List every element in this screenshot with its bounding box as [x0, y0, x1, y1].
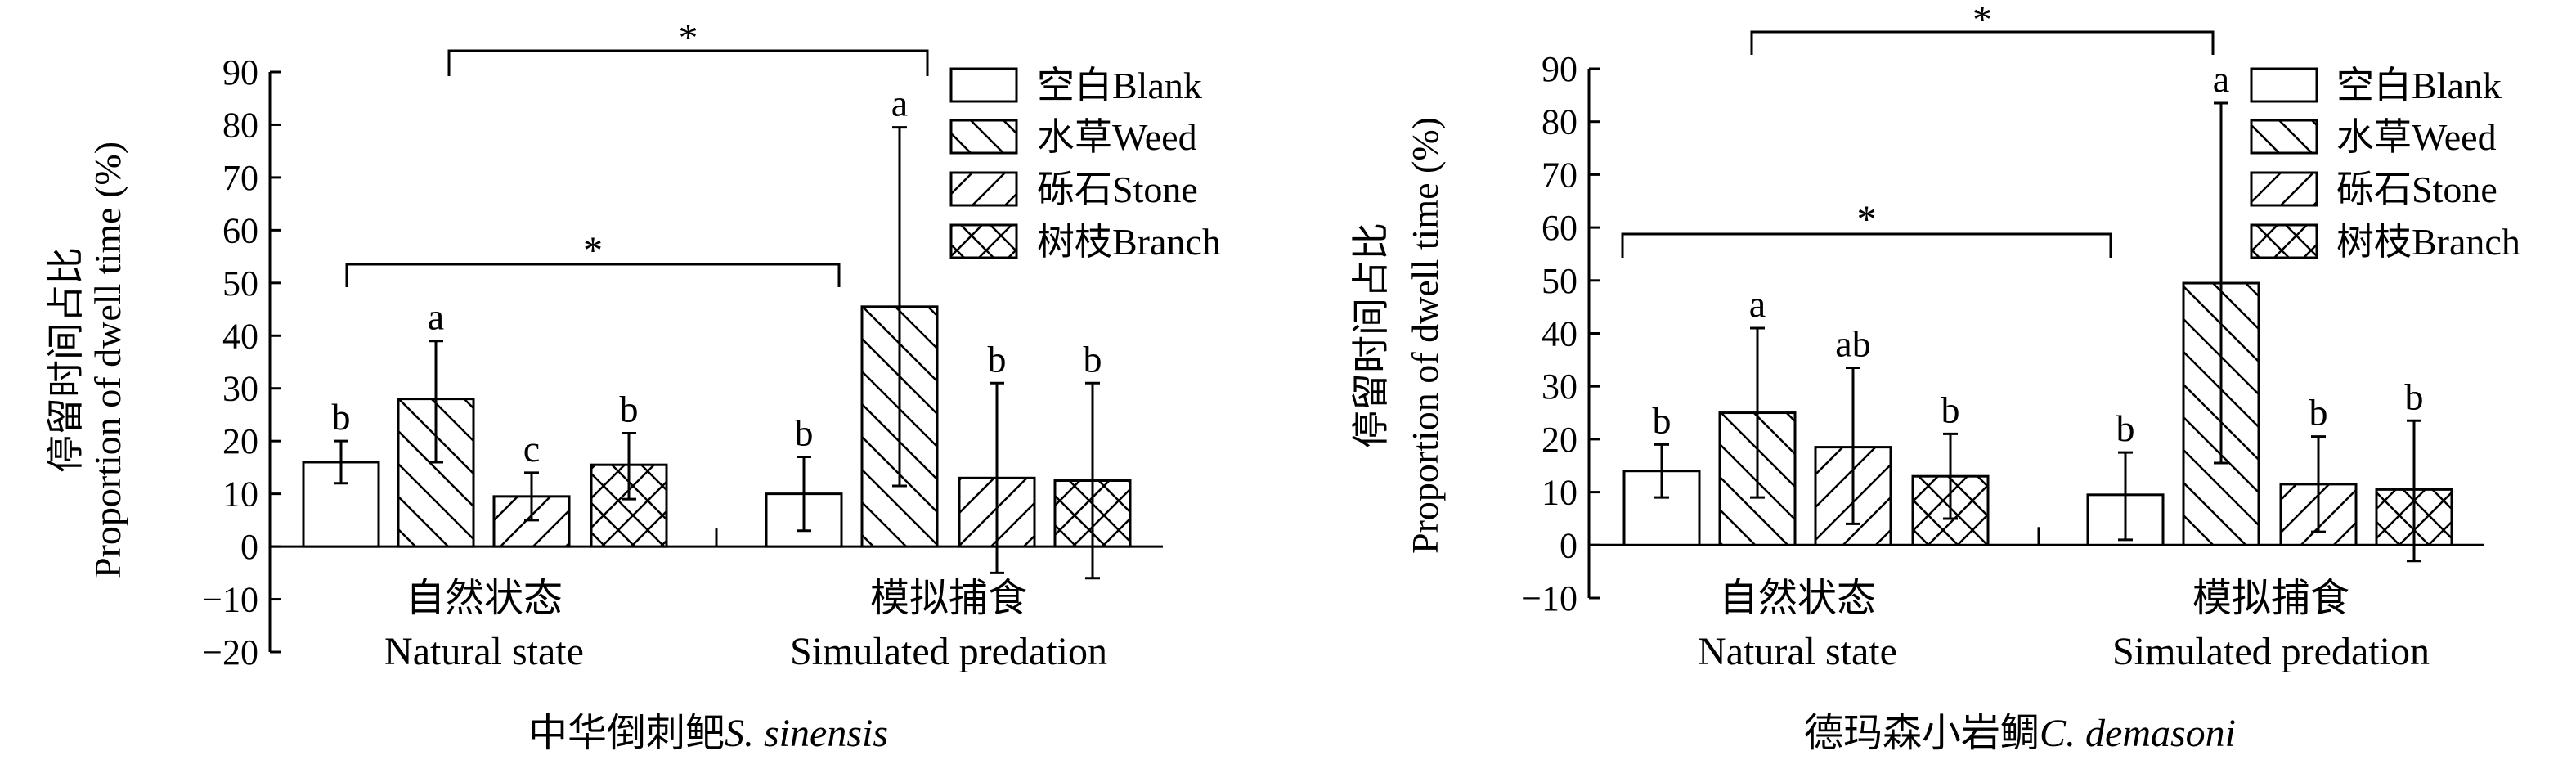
legend-label: 空白Blank — [2336, 65, 2502, 106]
legend-swatch-forward-diagonal — [949, 171, 1018, 207]
significance-letter: b — [1941, 389, 1960, 430]
significance-star: * — [1857, 198, 1877, 241]
category-label-cn: 自然状态 — [406, 577, 563, 620]
legend-label: 砾石Stone — [2336, 169, 2497, 210]
y-tick-label: 50 — [1542, 261, 1577, 301]
y-tick-label: 70 — [1542, 155, 1577, 195]
y-tick-label: 10 — [1542, 473, 1577, 513]
legend-label: 水草Weed — [1037, 116, 1197, 158]
y-tick-label: −10 — [1521, 578, 1577, 618]
legend-label: 空白Blank — [1037, 65, 1202, 106]
y-tick-label: 90 — [222, 52, 258, 92]
significance-star: * — [1972, 0, 1992, 42]
y-tick-label: 0 — [240, 527, 258, 567]
category-label-cn: 自然状态 — [1719, 577, 1876, 620]
significance-letter: b — [988, 338, 1007, 380]
significance-letter: ab — [1835, 323, 1870, 365]
panel-title-cn: 中华倒刺鲃 — [528, 712, 725, 755]
y-axis-label: Proportion of dwell time (%) — [87, 142, 128, 578]
significance-letter: a — [2213, 58, 2229, 100]
panel-title-species: S. sinensis — [725, 712, 888, 755]
y-tick-label: 30 — [1542, 367, 1577, 407]
significance-letter: b — [1653, 399, 1672, 441]
legend-swatch-cross-hatch — [2250, 223, 2318, 259]
y-tick-label: 40 — [1542, 314, 1577, 354]
legend-label: 树枝Branch — [2336, 221, 2520, 263]
significance-letter: a — [1749, 283, 1766, 325]
y-tick-label: 80 — [1542, 102, 1577, 142]
legend-swatch-cross-hatch — [949, 223, 1018, 259]
y-tick-label: 20 — [1542, 420, 1577, 460]
y-tick-label: 10 — [222, 474, 258, 515]
legend-swatch-back-diagonal — [949, 119, 1018, 155]
y-tick-label: 30 — [222, 369, 258, 409]
panel-title: 中华倒刺鲃S. sinensis — [528, 712, 888, 755]
significance-letter: b — [2116, 407, 2135, 449]
significance-letter: b — [1084, 338, 1102, 380]
category-label-cn: 模拟捕食 — [870, 577, 1027, 620]
significance-letter: b — [2309, 392, 2328, 434]
category-label-cn: 模拟捕食 — [2192, 577, 2349, 620]
significance-star: * — [679, 16, 698, 60]
y-tick-label: 60 — [222, 210, 258, 250]
significance-letter: b — [332, 396, 351, 438]
y-axis-label: Proportion of dwell time (%) — [1404, 117, 1446, 554]
significance-bracket — [447, 49, 929, 76]
significance-letter: a — [891, 83, 908, 124]
y-tick-label: 20 — [222, 421, 258, 461]
category-label-en: Natural state — [384, 630, 584, 673]
legend-swatch-none — [2250, 67, 2318, 103]
significance-letter: a — [428, 296, 444, 338]
significance-letter: b — [2405, 376, 2424, 417]
y-tick-label: 50 — [222, 263, 258, 304]
category-label-en: Simulated predation — [790, 630, 1107, 673]
category-label-en: Natural state — [1698, 630, 1897, 673]
y-tick-label: 80 — [222, 105, 258, 145]
y-tick-label: −10 — [202, 580, 258, 620]
legend-swatch-back-diagonal — [2250, 119, 2318, 155]
legend-swatch-none — [949, 67, 1018, 103]
significance-bracket — [1621, 232, 2112, 258]
y-tick-label: −20 — [202, 632, 258, 672]
y-tick-label: 0 — [1560, 525, 1577, 565]
y-tick-label: 40 — [222, 316, 258, 356]
significance-letter: b — [795, 412, 814, 454]
significance-star: * — [583, 229, 603, 272]
y-axis-label-cn: 停留时间占比 — [45, 247, 87, 473]
significance-bracket — [1750, 30, 2215, 55]
y-tick-label: 60 — [1542, 208, 1577, 248]
chart-panel-1: 90 80 70 60 50 40 30 20 10 0 −10 −20 b b a a c b b b 自然状态 Nat… — [45, 16, 1221, 755]
y-axis-label-cn: 停留时间占比 — [1350, 223, 1392, 448]
y-tick-label: 70 — [222, 158, 258, 198]
legend-swatch-forward-diagonal — [2250, 171, 2318, 207]
legend-label: 树枝Branch — [1037, 221, 1221, 263]
panel-title: 德玛森小岩鲷C. demasoni — [1804, 712, 2236, 755]
significance-bracket — [345, 263, 841, 287]
category-label-en: Simulated predation — [2112, 630, 2430, 673]
significance-letter: c — [523, 428, 540, 470]
y-tick-label: 90 — [1542, 49, 1577, 89]
significance-letter: b — [620, 389, 639, 430]
legend-label: 水草Weed — [2336, 116, 2497, 158]
chart-panel-2: 90 80 70 60 50 40 30 20 10 0 −10 b b a a ab b b b 自然状态 Natur… — [1350, 0, 2520, 755]
legend-label: 砾石Stone — [1037, 169, 1198, 210]
panel-title-species: C. demasoni — [2040, 712, 2236, 755]
panel-title-cn: 德玛森小岩鲷 — [1804, 712, 2040, 755]
